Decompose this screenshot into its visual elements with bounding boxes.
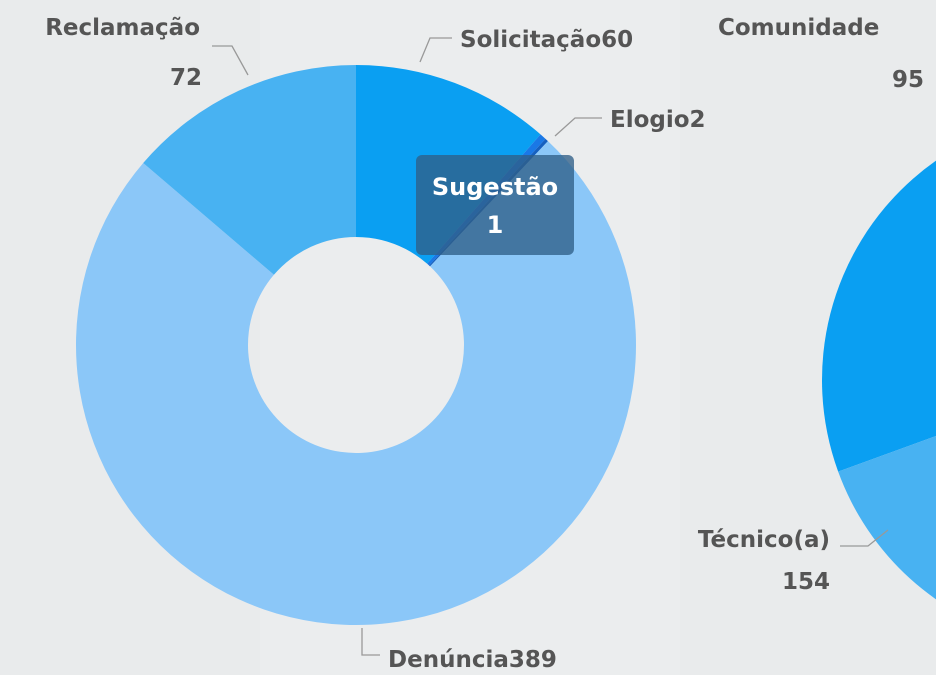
label-value: 60 bbox=[601, 27, 633, 53]
slice bbox=[143, 64, 356, 275]
label-value: 72 bbox=[170, 65, 202, 91]
label-category: Reclamação bbox=[45, 15, 200, 41]
slice-label: Elogio2 bbox=[610, 107, 706, 133]
label-value: 2 bbox=[690, 107, 706, 133]
tooltip-category: Sugestão bbox=[432, 173, 558, 201]
tooltip-value: 1 bbox=[487, 211, 504, 239]
leader-line bbox=[361, 628, 380, 656]
label-category: Comunidade bbox=[718, 15, 879, 41]
tooltip-box bbox=[416, 155, 574, 255]
slice-label: Reclamação bbox=[45, 15, 200, 41]
leader-line bbox=[419, 37, 452, 63]
leader-line bbox=[554, 117, 602, 137]
slice bbox=[838, 436, 936, 600]
slice-label: 72 bbox=[170, 65, 202, 91]
label-category: Denúncia bbox=[388, 647, 509, 673]
leader-line bbox=[212, 45, 249, 76]
leader-line bbox=[840, 529, 889, 547]
label-category: Elogio bbox=[610, 107, 690, 133]
slice-label: 95 bbox=[892, 67, 924, 93]
slice bbox=[76, 141, 637, 625]
slice-label: Solicitação60 bbox=[460, 27, 633, 53]
pie-chart: Comunidade 95 Técnico(a) 154 bbox=[698, 15, 936, 600]
label-category: Técnico(a) bbox=[698, 527, 830, 553]
slice-label: Comunidade bbox=[718, 15, 879, 41]
label-value: 154 bbox=[782, 569, 830, 595]
label-value: 95 bbox=[892, 67, 924, 93]
slice-label: 154 bbox=[782, 569, 830, 595]
slice bbox=[822, 160, 936, 472]
slice-label: Denúncia389 bbox=[388, 647, 557, 673]
label-category: Solicitação bbox=[460, 27, 601, 53]
tooltip: Sugestão 1 bbox=[416, 155, 574, 255]
slice-label: Técnico(a) bbox=[698, 527, 830, 553]
label-value: 389 bbox=[509, 647, 557, 673]
